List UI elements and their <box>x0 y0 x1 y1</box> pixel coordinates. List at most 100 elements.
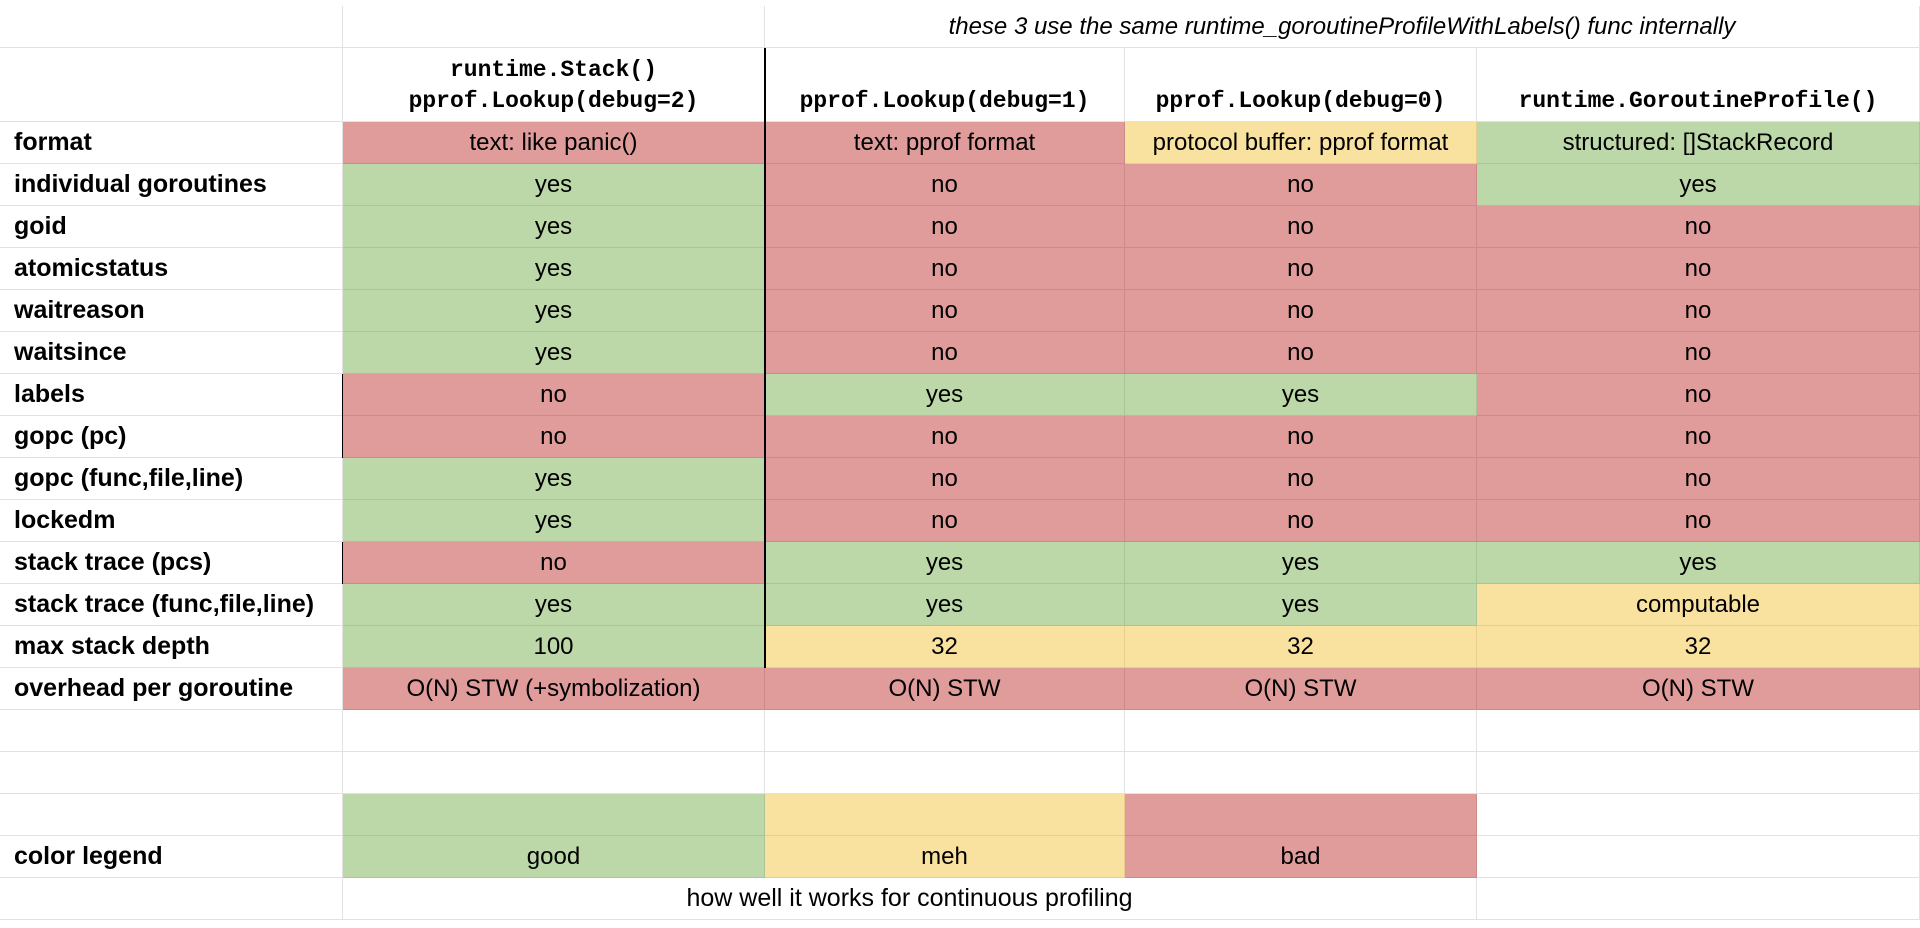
table-cell[interactable]: text: pprof format <box>765 122 1125 164</box>
table-cell[interactable]: yes <box>1477 542 1920 584</box>
shared-function-note[interactable]: these 3 use the same runtime_goroutinePr… <box>765 6 1920 48</box>
legend-swatch[interactable] <box>343 794 765 836</box>
table-cell[interactable]: yes <box>343 248 765 290</box>
empty-cell[interactable] <box>765 710 1125 752</box>
row-label[interactable]: stack trace (pcs) <box>0 542 343 584</box>
table-cell[interactable]: no <box>1477 416 1920 458</box>
table-cell[interactable]: yes <box>343 500 765 542</box>
table-cell[interactable]: yes <box>343 206 765 248</box>
table-cell[interactable]: no <box>1477 458 1920 500</box>
row-label[interactable]: format <box>0 122 343 164</box>
table-cell[interactable]: no <box>1477 374 1920 416</box>
table-cell[interactable]: no <box>765 164 1125 206</box>
legend-item[interactable]: bad <box>1125 836 1477 878</box>
empty-cell[interactable] <box>0 6 343 48</box>
row-label[interactable]: atomicstatus <box>0 248 343 290</box>
row-label[interactable]: max stack depth <box>0 626 343 668</box>
legend-swatch[interactable] <box>765 794 1125 836</box>
empty-cell[interactable] <box>0 710 343 752</box>
table-cell[interactable]: no <box>765 206 1125 248</box>
table-cell[interactable]: text: like panic() <box>343 122 765 164</box>
table-cell[interactable]: no <box>1477 500 1920 542</box>
table-cell[interactable]: yes <box>343 290 765 332</box>
row-label[interactable]: waitreason <box>0 290 343 332</box>
table-cell[interactable]: 32 <box>765 626 1125 668</box>
column-header[interactable]: pprof.Lookup(debug=1) <box>765 48 1125 122</box>
table-cell[interactable]: yes <box>1125 584 1477 626</box>
empty-cell[interactable] <box>343 6 765 48</box>
empty-cell[interactable] <box>1125 710 1477 752</box>
empty-cell[interactable] <box>1477 752 1920 794</box>
table-cell[interactable]: O(N) STW <box>1125 668 1477 710</box>
row-label[interactable]: gopc (func,file,line) <box>0 458 343 500</box>
row-label[interactable]: waitsince <box>0 332 343 374</box>
table-cell[interactable]: yes <box>765 542 1125 584</box>
column-header[interactable]: runtime.GoroutineProfile() <box>1477 48 1920 122</box>
column-header[interactable]: runtime.Stack() pprof.Lookup(debug=2) <box>343 48 765 122</box>
table-cell[interactable]: protocol buffer: pprof format <box>1125 122 1477 164</box>
table-cell[interactable]: no <box>765 416 1125 458</box>
row-label[interactable]: goid <box>0 206 343 248</box>
table-cell[interactable]: yes <box>1125 374 1477 416</box>
table-cell[interactable]: no <box>1125 290 1477 332</box>
table-cell[interactable]: yes <box>343 458 765 500</box>
table-cell[interactable]: structured: []StackRecord <box>1477 122 1920 164</box>
row-label[interactable]: stack trace (func,file,line) <box>0 584 343 626</box>
table-cell[interactable]: no <box>765 290 1125 332</box>
table-cell[interactable]: no <box>1125 416 1477 458</box>
table-cell[interactable]: yes <box>1125 542 1477 584</box>
empty-cell[interactable] <box>765 752 1125 794</box>
empty-cell[interactable] <box>343 752 765 794</box>
table-cell[interactable]: 32 <box>1477 626 1920 668</box>
table-cell[interactable]: no <box>1477 248 1920 290</box>
table-cell[interactable]: O(N) STW (+symbolization) <box>343 668 765 710</box>
empty-cell[interactable] <box>1477 710 1920 752</box>
row-label[interactable]: gopc (pc) <box>0 416 343 458</box>
table-cell[interactable]: no <box>1125 248 1477 290</box>
table-cell[interactable]: yes <box>343 164 765 206</box>
empty-cell[interactable] <box>0 794 343 836</box>
table-cell[interactable]: yes <box>343 332 765 374</box>
empty-cell[interactable] <box>343 710 765 752</box>
empty-cell[interactable] <box>1477 878 1920 920</box>
table-cell[interactable]: no <box>1125 500 1477 542</box>
table-cell[interactable]: no <box>765 332 1125 374</box>
table-cell[interactable]: no <box>1125 206 1477 248</box>
table-cell[interactable]: yes <box>343 584 765 626</box>
table-cell[interactable]: no <box>1125 458 1477 500</box>
table-cell[interactable]: 32 <box>1125 626 1477 668</box>
legend-item[interactable]: meh <box>765 836 1125 878</box>
empty-cell[interactable] <box>1125 752 1477 794</box>
column-header[interactable]: pprof.Lookup(debug=0) <box>1125 48 1477 122</box>
table-cell[interactable]: yes <box>765 374 1125 416</box>
table-cell[interactable]: no <box>765 458 1125 500</box>
legend-swatch[interactable] <box>1125 794 1477 836</box>
empty-cell[interactable] <box>0 752 343 794</box>
table-cell[interactable]: no <box>1477 206 1920 248</box>
table-cell[interactable]: O(N) STW <box>765 668 1125 710</box>
row-label[interactable]: overhead per goroutine <box>0 668 343 710</box>
row-label[interactable]: individual goroutines <box>0 164 343 206</box>
table-cell[interactable]: yes <box>1477 164 1920 206</box>
table-cell[interactable]: no <box>1477 332 1920 374</box>
empty-cell[interactable] <box>0 878 343 920</box>
table-cell[interactable]: 100 <box>343 626 765 668</box>
table-cell[interactable]: yes <box>765 584 1125 626</box>
table-cell[interactable]: no <box>1125 332 1477 374</box>
row-label[interactable]: labels <box>0 374 343 416</box>
table-cell[interactable]: O(N) STW <box>1477 668 1920 710</box>
table-cell[interactable]: no <box>765 248 1125 290</box>
table-cell[interactable]: no <box>765 500 1125 542</box>
table-cell[interactable]: no <box>1477 290 1920 332</box>
table-cell[interactable]: computable <box>1477 584 1920 626</box>
empty-cell[interactable] <box>0 48 343 122</box>
legend-caption[interactable]: how well it works for continuous profili… <box>343 878 1477 920</box>
table-cell[interactable]: no <box>343 416 765 458</box>
legend-label[interactable]: color legend <box>0 836 343 878</box>
empty-cell[interactable] <box>1477 836 1920 878</box>
row-label[interactable]: lockedm <box>0 500 343 542</box>
table-cell[interactable]: no <box>343 542 765 584</box>
table-cell[interactable]: no <box>1125 164 1477 206</box>
legend-item[interactable]: good <box>343 836 765 878</box>
empty-cell[interactable] <box>1477 794 1920 836</box>
